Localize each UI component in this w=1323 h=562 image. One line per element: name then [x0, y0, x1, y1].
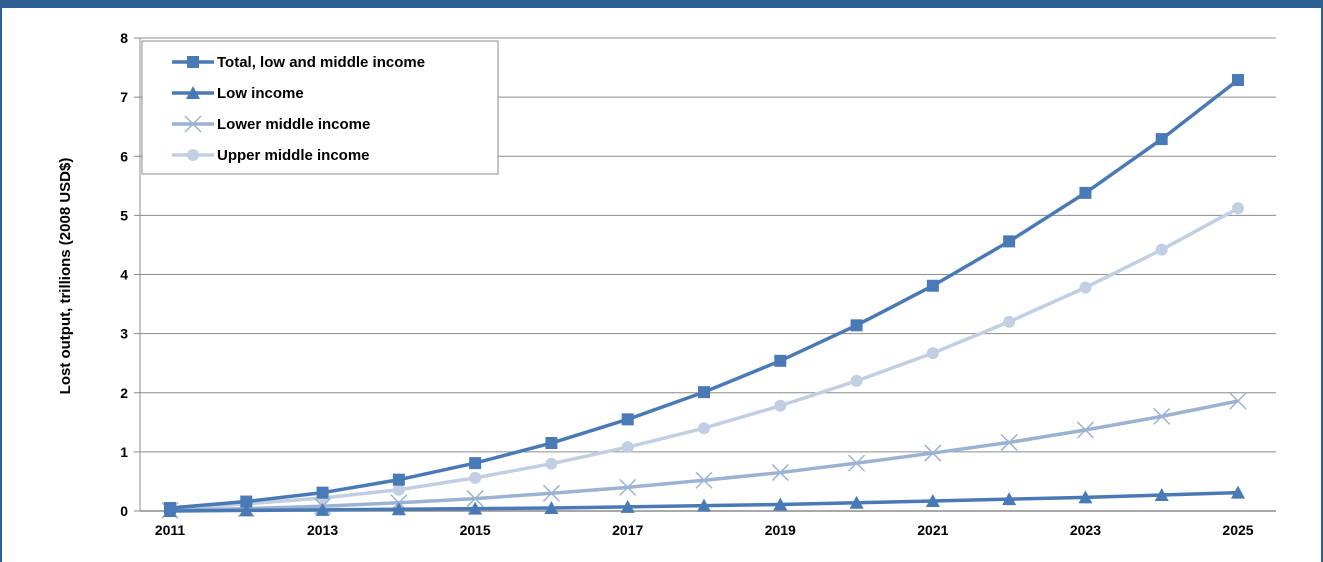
legend-label: Upper middle income	[217, 147, 370, 164]
data-point	[469, 471, 482, 484]
x-tick-label: 2011	[155, 522, 186, 538]
data-point	[466, 490, 484, 508]
data-point	[469, 457, 482, 470]
data-point	[697, 498, 711, 512]
data-point	[773, 497, 788, 511]
data-point	[1155, 243, 1168, 256]
data-point	[850, 374, 863, 387]
y-tick-label: 0	[120, 503, 128, 519]
data-point	[926, 279, 939, 292]
data-point	[925, 493, 940, 507]
legend-item: Total, low and middle income	[172, 54, 425, 71]
y-tick-label: 4	[120, 267, 128, 283]
data-point	[774, 354, 787, 367]
data-point	[1000, 433, 1018, 451]
x-axis-ticks: 2011 2013 2015 2017 2019 2021 2023 2025	[155, 522, 1254, 538]
data-point	[468, 501, 483, 515]
data-point	[695, 471, 713, 489]
data-point	[774, 399, 787, 412]
data-point	[392, 473, 405, 486]
data-point	[392, 483, 405, 496]
data-point	[1076, 421, 1094, 439]
series-triangle	[163, 485, 1245, 517]
data-point	[316, 486, 329, 499]
data-point	[164, 502, 176, 515]
data-point	[1003, 315, 1016, 328]
y-axis-ticks: 0 1 2 3 4 5 6 7 8	[120, 30, 140, 519]
y-tick-label: 7	[120, 89, 128, 105]
x-tick-label: 2023	[1070, 522, 1101, 538]
data-point	[544, 501, 559, 515]
data-point	[1079, 281, 1092, 294]
legend-label: Total, low and middle income	[217, 54, 425, 71]
x-tick-label: 2021	[917, 522, 948, 538]
legend-marker	[187, 149, 199, 161]
data-point	[620, 499, 635, 513]
data-point	[621, 413, 634, 426]
data-point	[391, 502, 406, 516]
data-point	[1232, 202, 1244, 215]
data-point	[545, 437, 558, 450]
data-point	[239, 503, 254, 517]
x-tick-label: 2025	[1222, 522, 1253, 538]
data-point	[771, 464, 789, 482]
y-tick-label: 5	[120, 207, 128, 223]
legend-label: Lower middle income	[217, 116, 370, 133]
data-point	[1229, 392, 1247, 410]
legend-item: Low income	[172, 85, 304, 102]
x-tick-label: 2019	[765, 522, 796, 538]
series-layer	[161, 73, 1247, 519]
legend-item: Upper middle income	[172, 147, 370, 164]
data-point	[698, 386, 710, 399]
data-point	[1232, 73, 1244, 86]
data-point	[1002, 492, 1017, 506]
data-point	[924, 444, 942, 462]
x-tick-label: 2013	[307, 522, 338, 538]
data-point	[315, 502, 330, 516]
data-point	[542, 484, 560, 502]
x-tick-label: 2015	[460, 522, 491, 538]
series-square	[164, 73, 1244, 515]
data-point	[619, 478, 637, 496]
legend-marker	[184, 115, 202, 133]
legend: Total, low and middle income Low income Lo…	[141, 40, 499, 175]
legend-marker	[187, 56, 199, 68]
data-point	[1003, 235, 1016, 248]
data-point	[545, 457, 558, 470]
data-point	[848, 454, 866, 472]
data-point	[926, 347, 939, 360]
data-point	[1079, 186, 1092, 199]
data-point	[1078, 490, 1093, 504]
data-point	[621, 441, 634, 454]
legend-label: Low income	[217, 85, 304, 102]
data-point	[1155, 133, 1168, 146]
series-line	[169, 206, 1239, 511]
legend-item: Lower middle income	[172, 115, 370, 133]
legend-marker	[186, 86, 200, 99]
y-axis-label: Lost output, trillions (2008 USD$)	[57, 158, 74, 395]
series-circle	[164, 202, 1244, 515]
x-tick-label: 2017	[612, 522, 643, 538]
y-tick-label: 6	[120, 148, 128, 164]
y-tick-label: 8	[120, 30, 128, 46]
data-point	[849, 495, 864, 509]
data-point	[1154, 488, 1169, 502]
data-point	[1153, 407, 1171, 425]
series-line	[169, 399, 1239, 513]
y-tick-label: 2	[120, 385, 128, 401]
data-point	[850, 319, 863, 332]
data-point	[698, 422, 710, 435]
data-point	[240, 495, 253, 508]
y-tick-label: 1	[120, 444, 128, 460]
data-point	[1231, 485, 1245, 499]
y-tick-label: 3	[120, 326, 128, 342]
